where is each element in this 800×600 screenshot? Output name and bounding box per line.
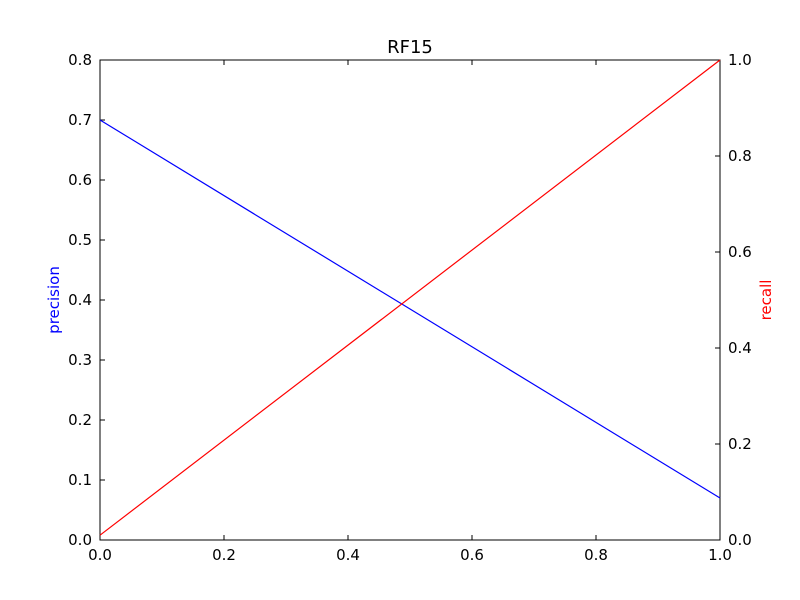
x-tick-label: 1.0 [708, 546, 732, 564]
left-y-tick-label: 0.8 [68, 51, 92, 69]
left-y-tick-label: 0.6 [68, 171, 92, 189]
left-y-tick-label: 0.4 [68, 291, 92, 309]
series-layer [99, 59, 721, 536]
left-y-tick-label: 0.1 [68, 471, 92, 489]
right-y-tick-label: 0.0 [728, 531, 752, 549]
x-tick-label: 0.4 [336, 546, 360, 564]
x-tick-label: 0.8 [584, 546, 608, 564]
left-y-tick-label: 0.2 [68, 411, 92, 429]
left-y-tick-label: 0.5 [68, 231, 92, 249]
recall-series-line [99, 59, 721, 536]
left-y-tick-label: 0.7 [68, 111, 92, 129]
right-y-tick-label: 1.0 [728, 51, 752, 69]
chart-title: RF15 [387, 37, 433, 58]
right-y-tick-label: 0.4 [728, 339, 752, 357]
left-axis-title: precision [45, 266, 63, 334]
x-tick-label: 0.2 [212, 546, 236, 564]
right-axis-title: recall [757, 280, 775, 321]
x-axis: 0.0 0.2 0.4 0.6 0.8 1.0 [88, 60, 732, 564]
left-y-tick-label: 0.0 [68, 531, 92, 549]
x-tick-label: 0.0 [88, 546, 112, 564]
x-tick-label: 0.6 [460, 546, 484, 564]
right-y-tick-label: 0.8 [728, 147, 752, 165]
precision-series-line [99, 119, 721, 499]
right-y-tick-label: 0.2 [728, 435, 752, 453]
left-y-tick-label: 0.3 [68, 351, 92, 369]
right-y-tick-label: 0.6 [728, 243, 752, 261]
right-y-axis: 0.0 0.2 0.4 0.6 0.8 1.0 [715, 51, 752, 549]
left-y-axis: 0.0 0.1 0.2 0.3 0.4 0.5 0.6 0.7 0.8 [68, 51, 105, 549]
